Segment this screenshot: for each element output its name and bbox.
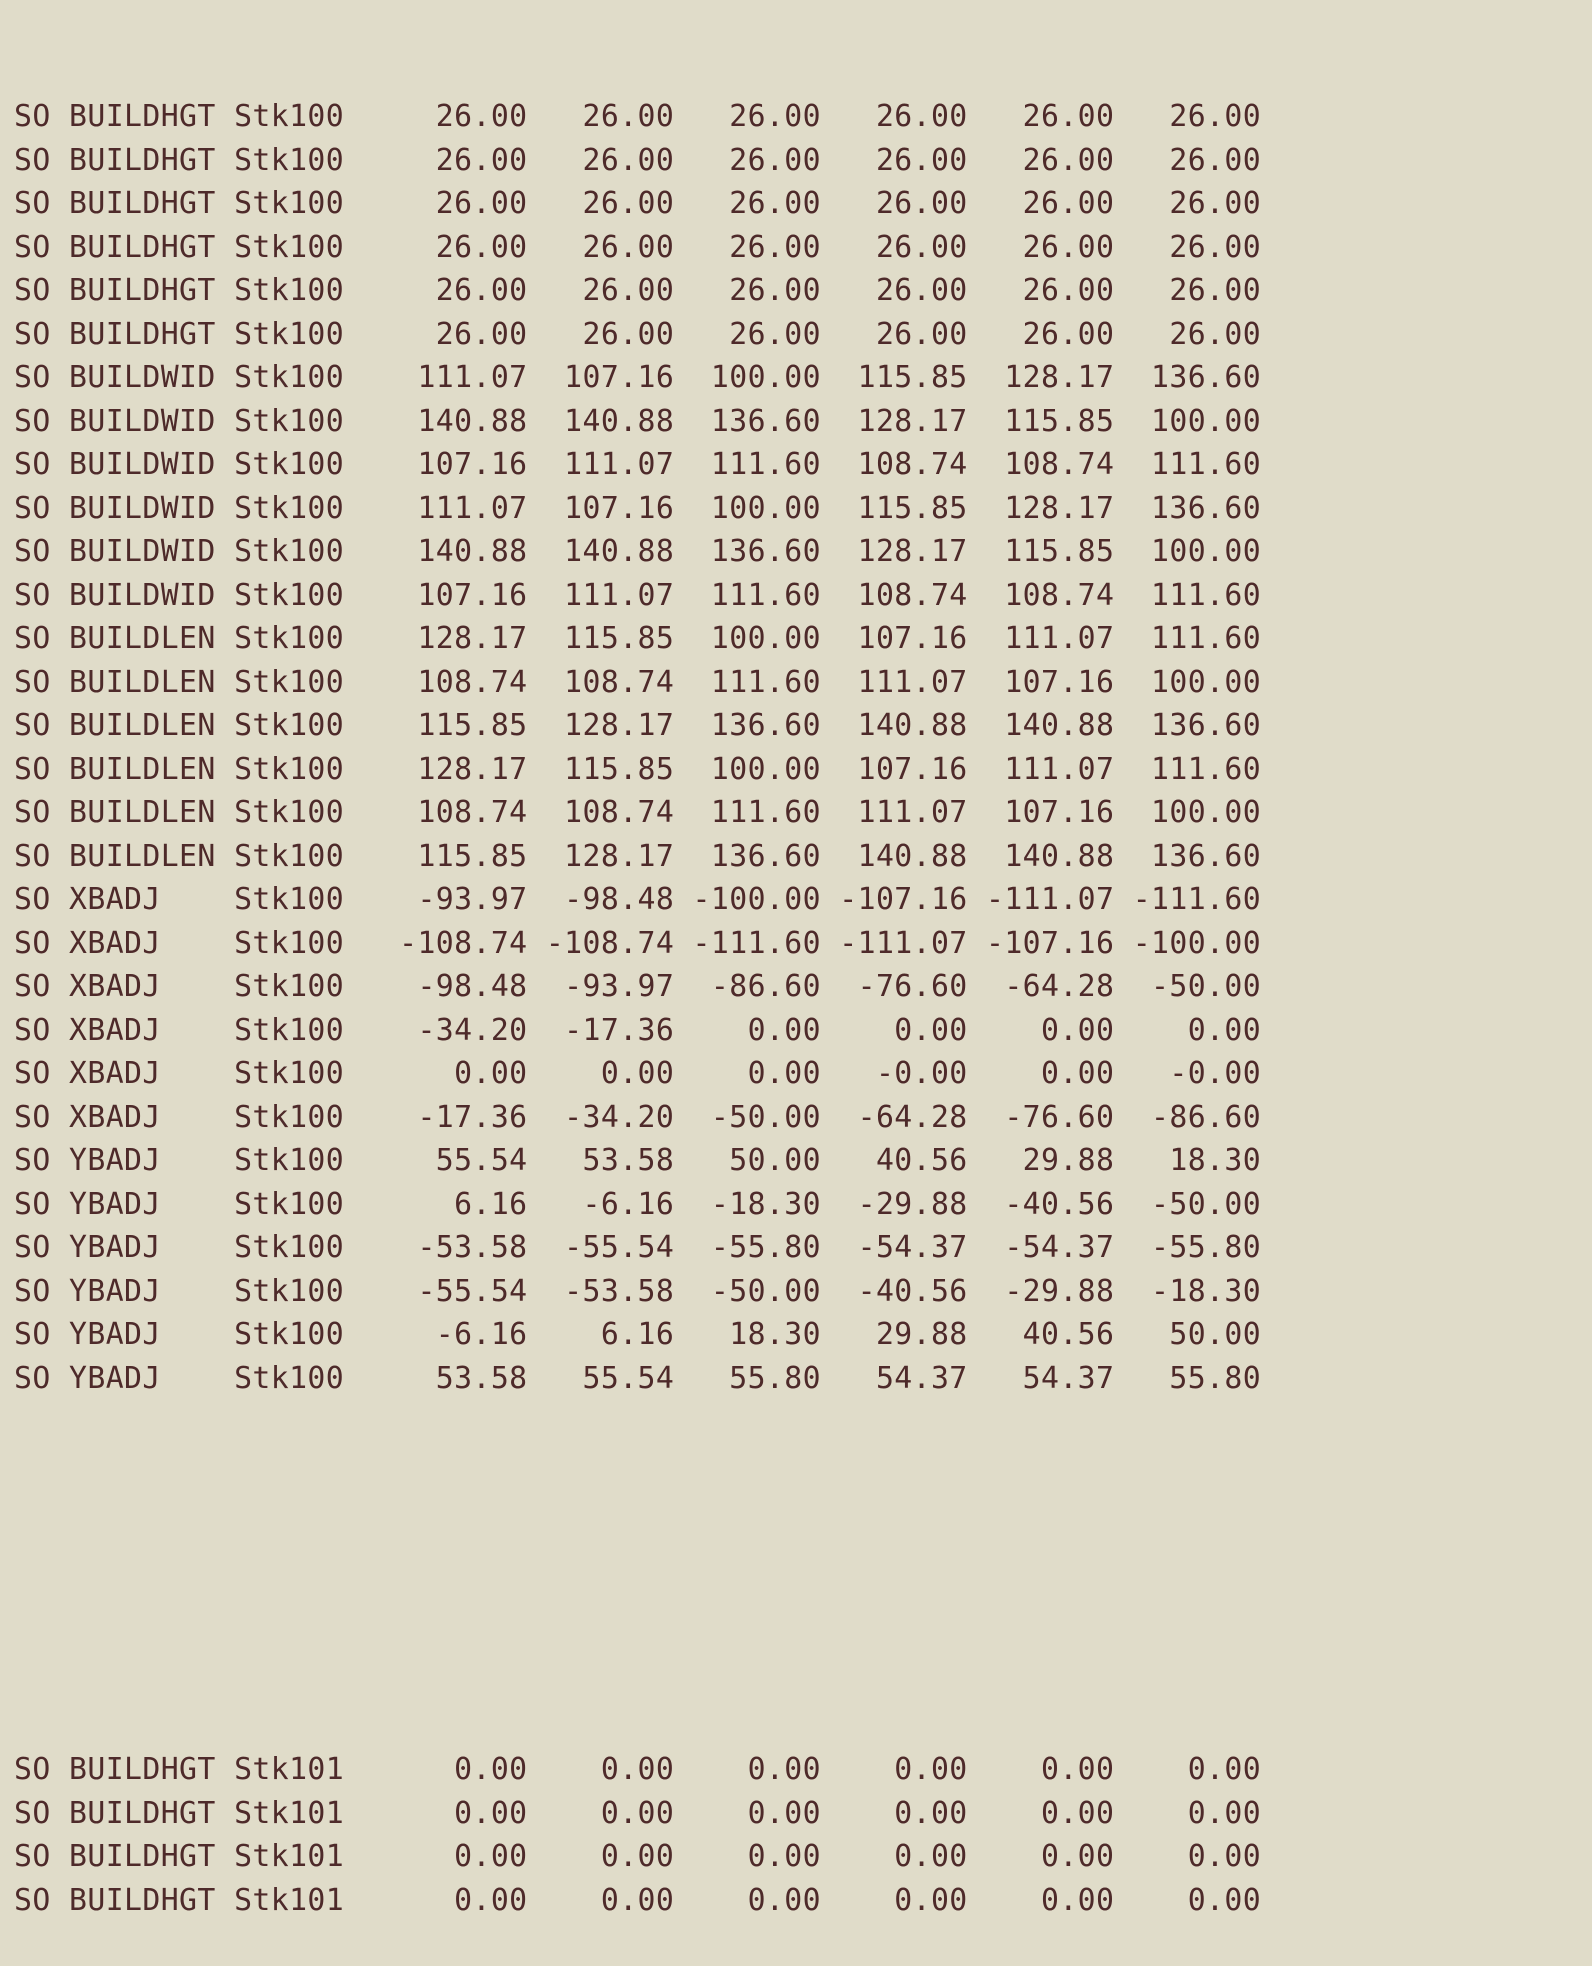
stack-group-stk100: SO BUILDHGT Stk100 26.00 26.00 26.00 26.…: [14, 95, 1574, 1400]
text-line: SO BUILDLEN Stk100 108.74 108.74 111.60 …: [14, 795, 1262, 830]
stack-group-stk101: SO BUILDHGT Stk101 0.00 0.00 0.00 0.00 0…: [14, 1748, 1574, 1922]
text-line: SO BUILDLEN Stk100 128.17 115.85 100.00 …: [14, 621, 1262, 656]
text-line: SO XBADJ Stk100 -98.48 -93.97 -86.60 -76…: [14, 969, 1262, 1004]
text-line: SO YBADJ Stk100 6.16 -6.16 -18.30 -29.88…: [14, 1186, 1262, 1222]
text-line: SO BUILDHGT Stk100 26.00 26.00 26.00 26.…: [14, 273, 1262, 308]
text-line: SO YBADJ Stk100 55.54 53.58 50.00 40.56 …: [14, 1143, 1262, 1178]
text-line: SO BUILDHGT Stk100 26.00 26.00 26.00 26.…: [14, 186, 1262, 221]
text-line: SO BUILDHGT Stk100 26.00 26.00 26.00 26.…: [14, 316, 1262, 352]
text-line: SO BUILDHGT Stk101 0.00 0.00 0.00 0.00 0…: [14, 1795, 1262, 1831]
text-line: SO XBADJ Stk100 -17.36 -34.20 -50.00 -64…: [14, 1099, 1262, 1135]
text-line: SO BUILDHGT Stk101 0.00 0.00 0.00 0.00 0…: [14, 1752, 1262, 1787]
text-line: SO YBADJ Stk100 -6.16 6.16 18.30 29.88 4…: [14, 1317, 1262, 1352]
text-document: SO BUILDHGT Stk100 26.00 26.00 26.00 26.…: [14, 8, 1574, 1966]
text-line: SO BUILDHGT Stk101 0.00 0.00 0.00 0.00 0…: [14, 1839, 1262, 1874]
text-line: SO BUILDWID Stk100 107.16 111.07 111.60 …: [14, 447, 1262, 482]
blank-line: [14, 1487, 1574, 1531]
text-line: SO BUILDHGT Stk100 26.00 26.00 26.00 26.…: [14, 142, 1262, 178]
text-line: SO BUILDWID Stk100 107.16 111.07 111.60 …: [14, 577, 1262, 613]
text-line: SO BUILDHGT Stk101 0.00 0.00 0.00 0.00 0…: [14, 1882, 1262, 1918]
text-line: SO YBADJ Stk100 -53.58 -55.54 -55.80 -54…: [14, 1230, 1262, 1265]
text-line: SO XBADJ Stk100 -108.74 -108.74 -111.60 …: [14, 925, 1262, 961]
text-line: SO BUILDLEN Stk100 108.74 108.74 111.60 …: [14, 664, 1262, 700]
text-line: SO BUILDWID Stk100 140.88 140.88 136.60 …: [14, 534, 1262, 569]
text-line: SO BUILDLEN Stk100 115.85 128.17 136.60 …: [14, 838, 1262, 874]
text-line: SO XBADJ Stk100 0.00 0.00 0.00 -0.00 0.0…: [14, 1056, 1262, 1091]
text-line: SO BUILDHGT Stk100 26.00 26.00 26.00 26.…: [14, 99, 1262, 134]
text-line: SO XBADJ Stk100 -93.97 -98.48 -100.00 -1…: [14, 882, 1262, 917]
text-line: SO XBADJ Stk100 -34.20 -17.36 0.00 0.00 …: [14, 1012, 1262, 1048]
text-line: SO YBADJ Stk100 -55.54 -53.58 -50.00 -40…: [14, 1273, 1262, 1309]
text-line: SO BUILDWID Stk100 111.07 107.16 100.00 …: [14, 490, 1262, 526]
text-line: SO BUILDLEN Stk100 128.17 115.85 100.00 …: [14, 751, 1262, 787]
text-line: SO BUILDWID Stk100 111.07 107.16 100.00 …: [14, 360, 1262, 395]
blank-line: [14, 1618, 1574, 1662]
text-line: SO BUILDWID Stk100 140.88 140.88 136.60 …: [14, 403, 1262, 439]
text-line: SO BUILDHGT Stk100 26.00 26.00 26.00 26.…: [14, 229, 1262, 265]
text-line: SO YBADJ Stk100 53.58 55.54 55.80 54.37 …: [14, 1360, 1262, 1396]
text-line: SO BUILDLEN Stk100 115.85 128.17 136.60 …: [14, 708, 1262, 743]
